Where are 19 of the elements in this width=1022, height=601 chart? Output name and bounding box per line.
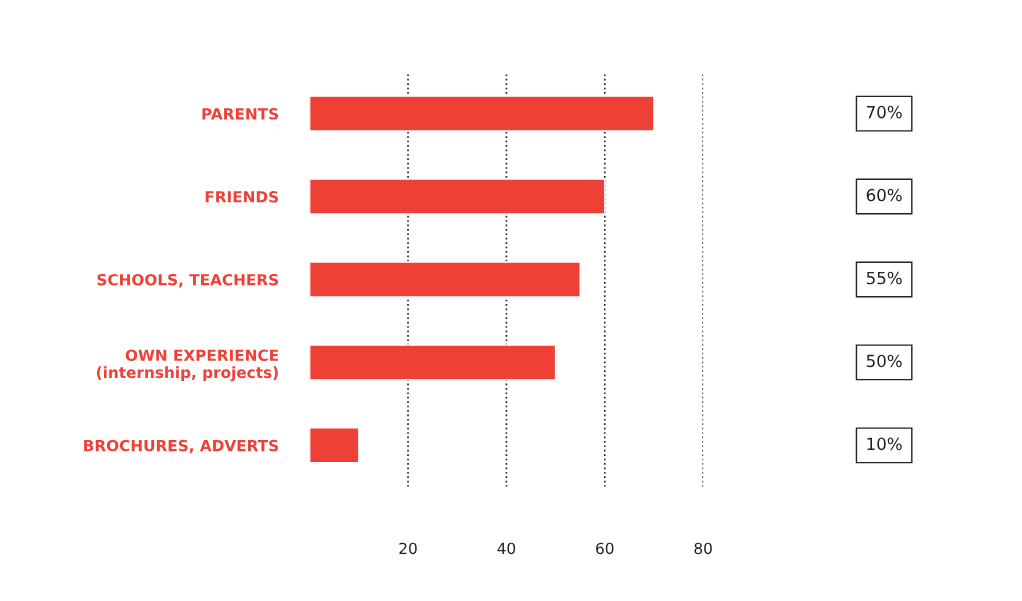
bar xyxy=(309,178,606,215)
data-label: 55% xyxy=(866,271,902,285)
x-tick-label: 40 xyxy=(497,542,516,555)
bar xyxy=(309,427,360,464)
y-tick-label: BROCHURES, ADVERTS xyxy=(84,439,278,454)
x-tick-label: 20 xyxy=(399,542,417,555)
y-tick-label: OWN EXPERIENCE (internship, projects) xyxy=(96,349,278,382)
bar xyxy=(309,261,581,298)
bar xyxy=(309,95,655,132)
x-tick-label: 80 xyxy=(694,542,712,555)
x-tick-label: 60 xyxy=(596,542,614,555)
bar xyxy=(309,344,557,381)
y-tick-label: PARENTS xyxy=(202,108,278,120)
data-label: 50% xyxy=(866,354,902,368)
y-tick-label: SCHOOLS, TEACHERS xyxy=(97,273,278,288)
data-label: 60% xyxy=(866,188,902,202)
y-tick-label: FRIENDS xyxy=(205,190,278,203)
data-label: 70% xyxy=(866,105,902,119)
data-label: 10% xyxy=(867,437,902,451)
